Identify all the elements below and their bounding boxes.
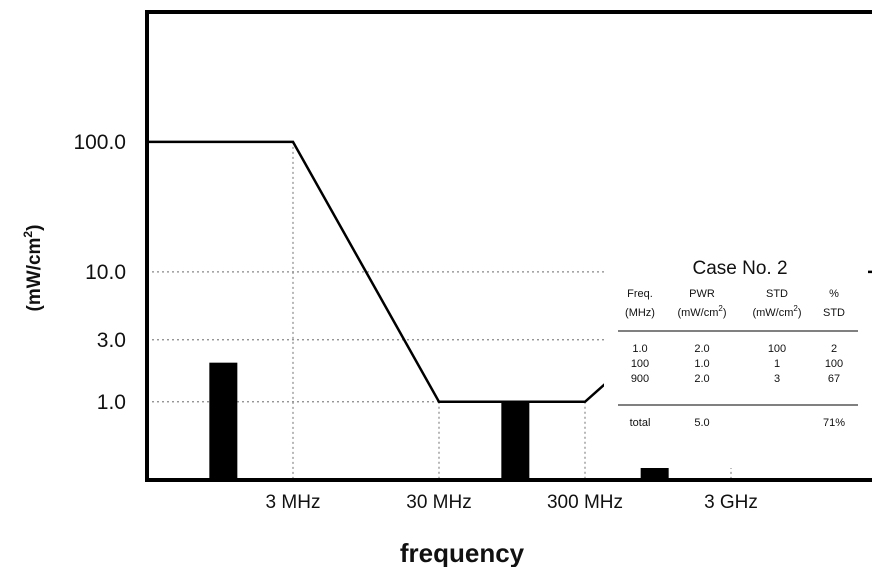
header-std-1: STD	[766, 288, 788, 300]
table-cell-1-3: 100	[825, 358, 843, 370]
y-axis-label: (mW/cm2)	[21, 225, 45, 312]
plot-frame	[145, 10, 872, 482]
x-tick-30-MHz: 30 MHz	[406, 492, 471, 513]
x-axis-label: frequency	[400, 538, 525, 567]
table-cell-2-2: 3	[774, 373, 780, 385]
header-std-2: (mW/cm2)	[752, 304, 801, 319]
y-tick-3.0: 3.0	[97, 329, 126, 352]
table-title: Case No. 2	[692, 258, 787, 279]
table-cell-1-2: 1	[774, 358, 780, 370]
header-pct-1: %	[829, 288, 839, 300]
table-cell-1-0: 100	[631, 358, 649, 370]
header-pwr-2: (mW/cm2)	[677, 304, 726, 319]
header-pct-2: STD	[823, 307, 845, 319]
table-cell-0-1: 2.0	[694, 343, 709, 355]
x-tick-labels: 3 MHz 30 MHz 300 MHz 3 GHz	[266, 492, 758, 513]
y-tick-1.0: 1.0	[97, 391, 126, 414]
table-cell-0-2: 100	[768, 343, 786, 355]
table-background	[604, 238, 868, 468]
header-pwr-1: PWR	[689, 288, 715, 300]
y-tick-100.0: 100.0	[73, 131, 126, 154]
table-cell-1-1: 1.0	[694, 358, 709, 370]
y-tick-labels: 100.0 10.0 3.0 1.0	[73, 131, 126, 414]
table-rows: 1.0 2.0 100 2 100 1.0 1 100 900 2.0 3 67	[631, 343, 843, 385]
case-table: Case No. 2 Freq. (MHz) PWR (mW/cm2) STD …	[604, 238, 868, 468]
x-tick-3-MHz: 3 MHz	[266, 492, 321, 513]
x-tick-300-MHz: 300 MHz	[547, 492, 623, 513]
total-label: total	[630, 417, 651, 429]
table-cell-0-3: 2	[831, 343, 837, 355]
total-pwr: 5.0	[694, 417, 709, 429]
table-cell-2-3: 67	[828, 373, 840, 385]
total-pct: 71%	[823, 417, 845, 429]
y-tick-10.0: 10.0	[85, 261, 126, 284]
table-cell-0-0: 1.0	[632, 343, 647, 355]
x-tick-3-GHz: 3 GHz	[704, 492, 758, 513]
bar-0	[209, 362, 238, 480]
header-freq-2: (MHz)	[625, 307, 655, 319]
header-freq-1: Freq.	[627, 288, 653, 300]
table-cell-2-0: 900	[631, 373, 649, 385]
table-cell-2-1: 2.0	[694, 373, 709, 385]
bar-1	[501, 401, 530, 480]
